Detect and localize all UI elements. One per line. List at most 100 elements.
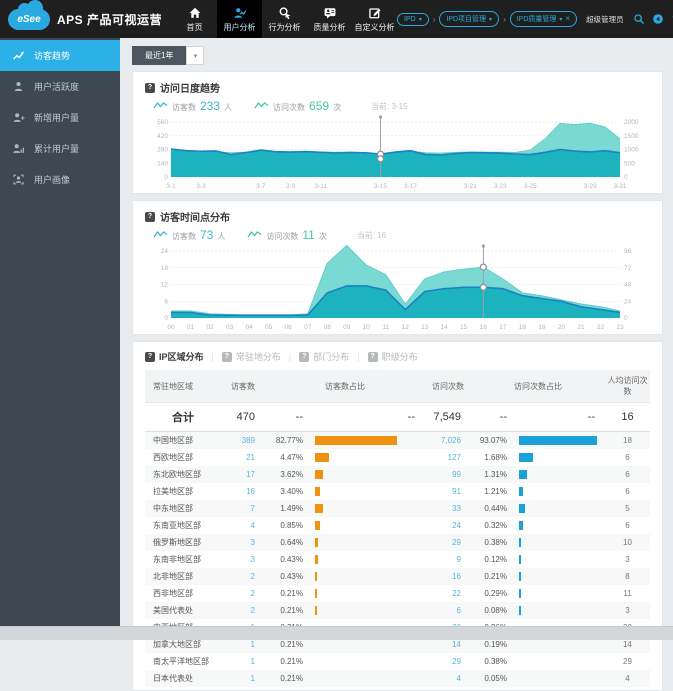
visitors-cell[interactable]: 3 bbox=[250, 538, 255, 547]
main-content: 最近1年 ▾ ? 访问日度趋势 访客数 233 人 访问次数 659 次 当前: 3-15 … bbox=[120, 38, 673, 691]
visits-bar-cell bbox=[517, 653, 605, 670]
visits-cell[interactable]: 29 bbox=[452, 538, 461, 547]
visitors-pct-cell: 0.21% bbox=[280, 674, 303, 683]
time-range-caret[interactable]: ▾ bbox=[186, 46, 205, 65]
cursor-value-label: 当前: 3-15 bbox=[371, 102, 408, 111]
svg-text:12: 12 bbox=[161, 282, 169, 289]
visits-cell[interactable]: 127 bbox=[447, 453, 461, 462]
daily-trend-chart[interactable]: 0 140 280 420 560 0 500 1000 1500 2000 3-1 3-3 3-7 3-… bbox=[145, 114, 650, 190]
logo-text: eSee bbox=[17, 13, 41, 25]
visits-cell[interactable]: 91 bbox=[452, 487, 461, 496]
svg-text:140: 140 bbox=[157, 160, 168, 167]
nav-item-behavior-analysis[interactable]: 行为分析 bbox=[262, 0, 307, 38]
tab-residence[interactable]: ? 常驻地分布 bbox=[221, 350, 281, 363]
visits-cell[interactable]: 33 bbox=[452, 504, 461, 513]
visits-cell[interactable]: 9 bbox=[456, 555, 461, 564]
visits-cell[interactable]: 4 bbox=[456, 674, 461, 683]
nav-item-quality-analysis[interactable]: 质量分析 bbox=[307, 0, 352, 38]
visits-cell[interactable]: 7,026 bbox=[440, 436, 461, 445]
region-cell: 拉美地区部 bbox=[153, 487, 193, 496]
tab-department[interactable]: ? 部门分布 bbox=[299, 350, 349, 363]
visitors-bar bbox=[315, 504, 323, 514]
svg-text:3-23: 3-23 bbox=[494, 183, 507, 190]
tab-separator: | bbox=[211, 351, 214, 362]
region-cell: 南太平洋地区部 bbox=[153, 657, 209, 666]
visitors-bar bbox=[315, 538, 318, 548]
visits-bar bbox=[519, 606, 521, 616]
legend-item: 访问次数 11 次 bbox=[247, 229, 327, 242]
total-visits-bar: -- bbox=[517, 402, 605, 432]
zigzag-icon bbox=[254, 101, 269, 110]
breadcrumb-pill-ipd-project[interactable]: IPD项目管理 ▾ bbox=[439, 11, 500, 27]
visitors-bar-cell bbox=[313, 568, 425, 585]
new-users-icon bbox=[12, 111, 25, 124]
close-icon[interactable]: × bbox=[565, 14, 571, 23]
svg-text:1500: 1500 bbox=[624, 133, 639, 140]
hourly-title-row: ? 访客时间点分布 bbox=[145, 209, 650, 224]
breadcrumb-pill-ipd[interactable]: IPD ▾ bbox=[397, 12, 429, 26]
circle-arrow-icon[interactable] bbox=[652, 13, 664, 25]
avg-visits-cell: 6 bbox=[625, 453, 630, 462]
svg-text:3-11: 3-11 bbox=[314, 183, 327, 190]
visits-cell[interactable]: 16 bbox=[452, 572, 461, 581]
visits-cell[interactable]: 22 bbox=[452, 589, 461, 598]
sidebar-item-user-activity[interactable]: 用户活跃度 bbox=[0, 71, 120, 102]
visits-cell[interactable]: 29 bbox=[452, 657, 461, 666]
visitors-cell[interactable]: 2 bbox=[250, 606, 255, 615]
tab-ip-region[interactable]: ? IP区域分布 bbox=[145, 350, 204, 363]
column-header: 访客数 bbox=[221, 370, 265, 403]
visitors-cell[interactable]: 16 bbox=[246, 487, 255, 496]
nav-item-home[interactable]: 首页 bbox=[172, 0, 217, 38]
svg-text:13: 13 bbox=[421, 324, 429, 331]
legend-unit: 次 bbox=[318, 232, 327, 241]
legend-unit: 人 bbox=[217, 232, 226, 241]
visitors-cell[interactable]: 7 bbox=[250, 504, 255, 513]
visitors-bar bbox=[315, 436, 397, 446]
legend-value: 73 bbox=[200, 228, 214, 242]
svg-text:14: 14 bbox=[441, 324, 449, 331]
visits-bar-cell bbox=[517, 585, 605, 602]
visitors-cell[interactable]: 2 bbox=[250, 572, 255, 581]
region-cell: 中东地区部 bbox=[153, 504, 193, 513]
nav-item-user-analysis[interactable]: 用户分析 bbox=[217, 0, 263, 38]
visitors-cell[interactable]: 1 bbox=[250, 657, 255, 666]
search-icon[interactable] bbox=[633, 13, 645, 25]
tab-rank[interactable]: ? 职级分布 bbox=[367, 350, 418, 363]
visitors-bar-cell bbox=[313, 449, 425, 466]
app-title: APS 产品可视运营 bbox=[57, 12, 163, 27]
sidebar-item-cumulative-users[interactable]: 累计用户量 bbox=[0, 133, 120, 164]
total-visitors: 470 bbox=[221, 402, 265, 432]
visits-bar-cell bbox=[517, 432, 605, 450]
svg-text:0: 0 bbox=[624, 174, 628, 181]
time-range-button[interactable]: 最近1年 bbox=[132, 46, 187, 65]
visits-bar bbox=[519, 453, 533, 463]
sidebar-item-new-users[interactable]: 新增用户量 bbox=[0, 102, 120, 133]
visits-cell[interactable]: 6 bbox=[456, 606, 461, 615]
distribution-tabs: ? IP区域分布 |? 常驻地分布 |? 部门分布 |? 职级分布 bbox=[145, 350, 650, 363]
total-visits-pct: -- bbox=[471, 402, 517, 432]
cursor-value-label: 当前: 16 bbox=[356, 231, 387, 240]
breadcrumb-pill-ipd-quality[interactable]: IPD质量管理 ▾ × bbox=[509, 11, 578, 27]
sidebar-item-label: 累计用户量 bbox=[34, 144, 80, 154]
svg-text:19: 19 bbox=[538, 324, 546, 331]
help-icon[interactable]: ? bbox=[145, 211, 155, 222]
visitors-cell[interactable]: 2 bbox=[250, 589, 255, 598]
visitors-cell[interactable]: 4 bbox=[250, 521, 255, 530]
help-icon: ? bbox=[367, 351, 378, 362]
visits-cell[interactable]: 99 bbox=[452, 470, 461, 479]
visitors-cell[interactable]: 21 bbox=[246, 453, 255, 462]
visitors-bar bbox=[315, 572, 317, 582]
sidebar-item-user-portrait[interactable]: 用户画像 bbox=[0, 164, 120, 195]
nav-item-custom-analysis[interactable]: 自定义分析 bbox=[352, 0, 397, 38]
svg-text:72: 72 bbox=[624, 265, 632, 272]
visitors-cell[interactable]: 17 bbox=[246, 470, 255, 479]
visits-pct-cell: 0.44% bbox=[484, 504, 507, 513]
visitors-bar-cell bbox=[313, 466, 425, 483]
sidebar-item-visitor-trend[interactable]: 访客趋势 bbox=[0, 40, 120, 71]
visitors-cell[interactable]: 3 bbox=[250, 555, 255, 564]
visitors-cell[interactable]: 1 bbox=[250, 674, 255, 683]
visits-cell[interactable]: 24 bbox=[452, 521, 461, 530]
help-icon[interactable]: ? bbox=[145, 82, 155, 93]
visitors-cell[interactable]: 389 bbox=[241, 436, 255, 445]
